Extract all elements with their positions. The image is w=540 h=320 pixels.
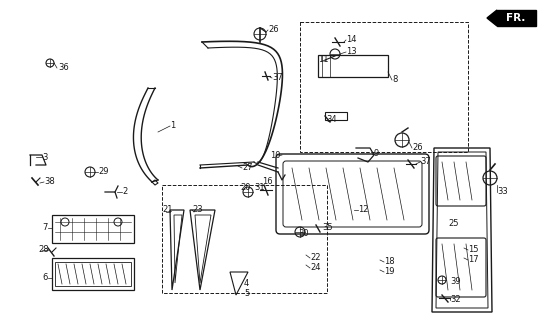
Polygon shape xyxy=(497,10,536,26)
Text: 14: 14 xyxy=(346,36,356,44)
Text: 22: 22 xyxy=(310,253,321,262)
Text: 11: 11 xyxy=(318,55,328,65)
Text: 3: 3 xyxy=(42,153,48,162)
Text: 1: 1 xyxy=(170,122,176,131)
Text: 9: 9 xyxy=(374,149,379,158)
Text: 32: 32 xyxy=(450,295,461,305)
Text: 39: 39 xyxy=(450,277,461,286)
Text: 5: 5 xyxy=(244,290,249,299)
Text: 2: 2 xyxy=(122,188,127,196)
Bar xyxy=(52,258,134,290)
Text: 37: 37 xyxy=(272,74,283,83)
Text: 23: 23 xyxy=(192,205,202,214)
Bar xyxy=(318,55,388,77)
Text: 19: 19 xyxy=(384,268,395,276)
Text: 13: 13 xyxy=(346,47,356,57)
Text: 15: 15 xyxy=(468,245,478,254)
Polygon shape xyxy=(487,10,497,26)
Bar xyxy=(300,22,468,152)
Text: 20: 20 xyxy=(240,183,251,193)
Text: 10: 10 xyxy=(270,151,280,161)
Text: 30: 30 xyxy=(298,229,309,238)
Text: 7: 7 xyxy=(42,223,48,233)
Text: 6: 6 xyxy=(42,274,48,283)
Text: 17: 17 xyxy=(468,255,478,265)
Text: 28: 28 xyxy=(38,245,49,254)
Text: 25: 25 xyxy=(448,220,458,228)
Text: FR.: FR. xyxy=(507,13,525,23)
Text: 33: 33 xyxy=(497,188,508,196)
Text: 29: 29 xyxy=(98,167,109,177)
Text: 4: 4 xyxy=(244,279,249,289)
Bar xyxy=(52,215,134,243)
Text: 26: 26 xyxy=(412,143,423,153)
Text: 12: 12 xyxy=(358,205,368,214)
Text: 8: 8 xyxy=(392,76,397,84)
Text: 31: 31 xyxy=(254,183,265,193)
Text: 21: 21 xyxy=(162,205,172,214)
Bar xyxy=(162,185,327,293)
Bar xyxy=(325,112,347,120)
Text: 36: 36 xyxy=(58,63,69,73)
Bar xyxy=(55,262,131,286)
Text: 34: 34 xyxy=(326,116,336,124)
Text: 35: 35 xyxy=(322,222,333,231)
Text: 37: 37 xyxy=(420,157,431,166)
Text: 27: 27 xyxy=(242,164,253,172)
Text: 26: 26 xyxy=(268,26,279,35)
Text: 18: 18 xyxy=(384,258,395,267)
Text: 16: 16 xyxy=(262,178,273,187)
Text: 24: 24 xyxy=(310,263,321,273)
Text: 38: 38 xyxy=(44,178,55,187)
